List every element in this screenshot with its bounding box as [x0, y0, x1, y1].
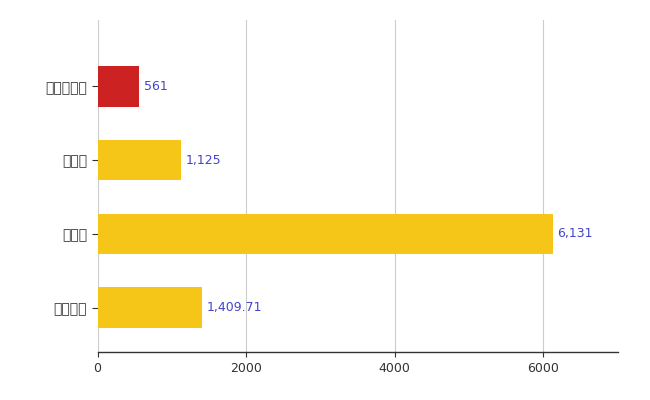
Text: 1,125: 1,125 [185, 154, 221, 167]
Bar [98, 140, 181, 180]
Bar [98, 288, 202, 328]
Bar [98, 214, 553, 254]
Text: 561: 561 [144, 80, 168, 93]
Bar [98, 66, 139, 107]
Text: 6,131: 6,131 [558, 228, 593, 240]
Text: 1,409.71: 1,409.71 [207, 301, 262, 314]
